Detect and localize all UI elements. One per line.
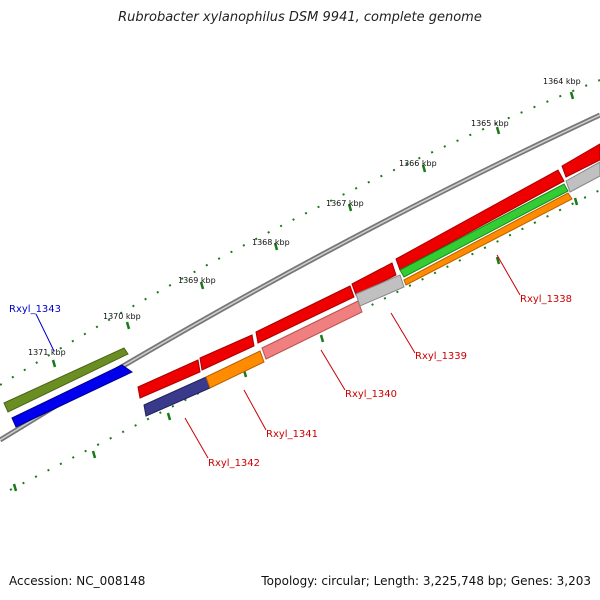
gene-rxyl-1338-orange[interactable] xyxy=(403,192,573,286)
topology-text: Topology: circular; Length: 3,225,748 bp… xyxy=(261,574,591,588)
leader-rxyl-1338 xyxy=(496,254,521,296)
inner-tick-8 xyxy=(12,483,18,492)
inner-tick-2 xyxy=(495,256,501,265)
gene-red-1342[interactable] xyxy=(137,359,201,399)
gene-red-1340[interactable] xyxy=(255,285,355,344)
tick-label-1364: 1364 kbp xyxy=(543,77,581,86)
label-rxyl-1341[interactable]: Rxyl_1341 xyxy=(266,429,318,440)
inner-tick-1 xyxy=(573,197,579,206)
leader-rxyl-1343 xyxy=(35,313,55,352)
scale-dotted-outer xyxy=(0,79,600,386)
gene-rxyl-1343-olive[interactable] xyxy=(3,347,129,413)
tick-1368 xyxy=(273,242,279,251)
leader-rxyl-1340 xyxy=(320,349,346,391)
label-rxyl-1339[interactable]: Rxyl_1339 xyxy=(415,351,467,362)
inner-tick-4 xyxy=(319,334,325,343)
gene-rxyl-1338-green[interactable] xyxy=(399,183,569,278)
major-ticks xyxy=(51,91,575,368)
tick-1371 xyxy=(51,359,57,368)
gene-red-top[interactable] xyxy=(561,143,600,178)
tick-1366 xyxy=(421,164,427,173)
accession-text: Accession: NC_008148 xyxy=(9,574,146,588)
gene-red-1341[interactable] xyxy=(199,334,255,371)
tick-1370 xyxy=(125,321,131,330)
label-rxyl-1338[interactable]: Rxyl_1338 xyxy=(520,294,572,305)
tick-label-1370: 1370 kbp xyxy=(103,312,141,321)
gene-rxyl-1341-orange[interactable] xyxy=(205,350,265,389)
inner-tick-6 xyxy=(166,412,172,421)
scale-dotted-inner xyxy=(9,189,600,491)
gene-rxyl-1343-blue[interactable] xyxy=(11,364,133,428)
genome-title: Rubrobacter xylanophilus DSM 9941, compl… xyxy=(118,10,482,25)
gene-red-1338[interactable] xyxy=(395,169,565,271)
gene-rxyl-1339-grey[interactable] xyxy=(355,274,405,307)
tick-label-1368: 1368 kbp xyxy=(252,238,290,247)
label-rxyl-1342[interactable]: Rxyl_1342 xyxy=(208,458,260,469)
tick-1369 xyxy=(199,281,205,290)
tick-1365 xyxy=(495,126,501,135)
gene-rxyl-1340-pink[interactable] xyxy=(261,300,363,360)
label-rxyl-1340[interactable]: Rxyl_1340 xyxy=(345,389,397,400)
tick-label-1366: 1366 kbp xyxy=(399,159,437,168)
tick-label-1367: 1367 kbp xyxy=(326,199,364,208)
tick-1367 xyxy=(347,203,353,212)
tick-label-1371: 1371 kbp xyxy=(28,348,66,357)
tick-1364 xyxy=(569,91,575,100)
leader-rxyl-1339 xyxy=(390,312,416,354)
inner-tick-7 xyxy=(91,450,97,459)
tick-label-1365: 1365 kbp xyxy=(471,119,509,128)
gene-red-1339[interactable] xyxy=(351,262,397,296)
gene-grey-top[interactable] xyxy=(565,161,600,193)
leader-rxyl-1341 xyxy=(243,389,267,431)
label-rxyl-1343[interactable]: Rxyl_1343 xyxy=(9,304,61,315)
leader-rxyl-1342 xyxy=(184,417,209,459)
tick-label-1369: 1369 kbp xyxy=(178,276,216,285)
